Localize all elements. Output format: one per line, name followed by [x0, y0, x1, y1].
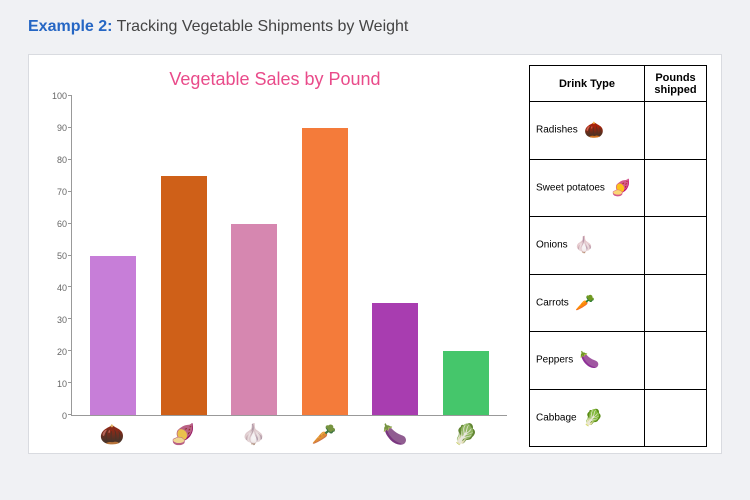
row-icon: 🍠 — [607, 180, 631, 197]
y-tick-label: 60 — [57, 219, 67, 229]
y-tick-mark — [68, 318, 72, 319]
table-cell-value — [645, 217, 707, 275]
table-header-pounds: Pounds shipped — [645, 66, 707, 102]
table-row: Radishes 🌰 — [530, 102, 707, 160]
table-row: Sweet potatoes 🍠 — [530, 159, 707, 217]
row-icon: 🥕 — [571, 295, 595, 312]
y-tick-mark — [68, 255, 72, 256]
table-cell-value — [645, 332, 707, 390]
y-tick-mark — [68, 191, 72, 192]
category-icon: 🧄 — [231, 422, 277, 447]
row-name: Carrots — [536, 297, 569, 308]
category-icon: 🍆 — [372, 422, 418, 447]
example-title: Tracking Vegetable Shipments by Weight — [117, 18, 409, 35]
table-cell-name: Radishes 🌰 — [530, 102, 645, 160]
chart-area: 0102030405060708090100 — [43, 96, 507, 416]
row-icon: 🥬 — [579, 410, 603, 427]
y-tick-label: 0 — [62, 411, 67, 421]
category-icon: 🍠 — [160, 422, 206, 447]
row-icon: 🧄 — [570, 237, 594, 254]
table-cell-value — [645, 102, 707, 160]
bar — [302, 128, 348, 415]
category-icon: 🌰 — [89, 422, 135, 447]
table-row: Carrots 🥕 — [530, 274, 707, 332]
bar — [161, 176, 207, 415]
example-label: Example 2: — [28, 18, 112, 35]
bar — [372, 303, 418, 415]
table-cell-name: Carrots 🥕 — [530, 274, 645, 332]
chart-container: Vegetable Sales by Pound 0 10 20 30 40 50 60 70… — [43, 65, 507, 447]
row-name: Sweet potatoes — [536, 182, 605, 193]
y-tick-label: 20 — [57, 347, 67, 357]
y-tick-label: 80 — [57, 155, 67, 165]
table-cell-name: Peppers 🍆 — [530, 332, 645, 390]
table-cell-name: Sweet potatoes 🍠 — [530, 159, 645, 217]
plot-region — [71, 96, 507, 416]
row-name: Radishes — [536, 125, 578, 136]
row-name: Peppers — [536, 355, 573, 366]
bar — [231, 224, 277, 415]
row-name: Cabbage — [536, 412, 577, 423]
y-axis: 0102030405060708090100 — [43, 96, 71, 416]
table-cell-name: Onions 🧄 — [530, 217, 645, 275]
y-tick-mark — [68, 286, 72, 287]
y-tick-mark — [68, 350, 72, 351]
data-table: Drink Type Pounds shipped Radishes 🌰Swee… — [529, 65, 707, 447]
table-cell-value — [645, 274, 707, 332]
y-tick-mark — [68, 223, 72, 224]
bar — [443, 351, 489, 415]
y-tick-label: 30 — [57, 315, 67, 325]
y-tick-mark — [68, 414, 72, 415]
content-panel: Vegetable Sales by Pound 0 10 20 30 40 50 60 70… — [28, 54, 722, 454]
y-tick-mark — [68, 382, 72, 383]
y-tick-mark — [68, 159, 72, 160]
y-tick-mark — [68, 127, 72, 128]
bars-group — [72, 96, 507, 415]
row-icon: 🌰 — [580, 122, 604, 139]
table-cell-value — [645, 159, 707, 217]
table-row: Peppers 🍆 — [530, 332, 707, 390]
row-name: Onions — [536, 240, 568, 251]
y-tick-label: 70 — [57, 187, 67, 197]
chart-title: Vegetable Sales by Pound — [43, 69, 507, 90]
y-tick-label: 50 — [57, 251, 67, 261]
y-tick-label: 40 — [57, 283, 67, 293]
table-header-row: Drink Type Pounds shipped — [530, 66, 707, 102]
table-cell-value — [645, 389, 707, 447]
table-row: Cabbage 🥬 — [530, 389, 707, 447]
row-icon: 🍆 — [575, 352, 599, 369]
y-tick-label: 90 — [57, 123, 67, 133]
y-tick-mark — [68, 95, 72, 96]
x-axis: 🌰 🍠 🧄 🥕 🍆 🥬 — [43, 416, 507, 447]
y-tick-label: 10 — [57, 379, 67, 389]
table-header-type: Drink Type — [530, 66, 645, 102]
table-cell-name: Cabbage 🥬 — [530, 389, 645, 447]
y-tick-label: 100 — [52, 91, 67, 101]
category-icon: 🥕 — [301, 422, 347, 447]
bar — [90, 256, 136, 416]
table-row: Onions 🧄 — [530, 217, 707, 275]
category-icon: 🥬 — [443, 422, 489, 447]
example-heading: Example 2: Tracking Vegetable Shipments … — [28, 18, 722, 36]
